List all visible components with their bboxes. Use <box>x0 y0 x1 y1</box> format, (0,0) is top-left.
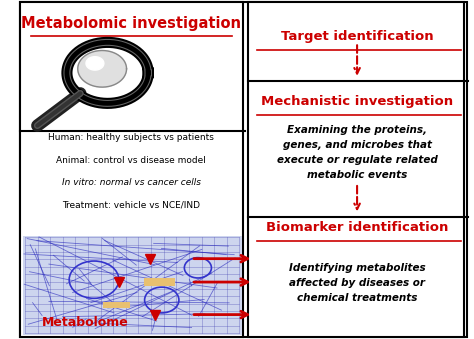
Text: Treatment: vehicle vs NCE/IND: Treatment: vehicle vs NCE/IND <box>62 201 201 210</box>
FancyBboxPatch shape <box>247 2 465 337</box>
Text: Human: healthy subjects vs patients: Human: healthy subjects vs patients <box>48 133 214 142</box>
Text: In vitro: normal vs cancer cells: In vitro: normal vs cancer cells <box>62 178 201 187</box>
Text: Biomarker identification: Biomarker identification <box>266 221 448 234</box>
Polygon shape <box>86 57 104 70</box>
Text: Identifying metabolites
affected by diseases or
chemical treatments: Identifying metabolites affected by dise… <box>289 263 425 303</box>
Text: Animal: control vs disease model: Animal: control vs disease model <box>56 156 206 164</box>
FancyBboxPatch shape <box>19 2 466 337</box>
FancyBboxPatch shape <box>19 2 243 337</box>
Text: Metabolomic investigation: Metabolomic investigation <box>21 16 241 31</box>
Text: Mechanistic investigation: Mechanistic investigation <box>261 95 453 108</box>
Polygon shape <box>78 51 127 87</box>
Text: Examining the proteins,
genes, and microbes that
execute or regulate related
met: Examining the proteins, genes, and micro… <box>277 125 438 180</box>
FancyBboxPatch shape <box>103 302 130 308</box>
FancyBboxPatch shape <box>144 278 175 286</box>
Polygon shape <box>67 42 148 103</box>
FancyBboxPatch shape <box>23 236 242 335</box>
Text: Metabolome: Metabolome <box>42 316 129 329</box>
Text: Target identification: Target identification <box>281 30 433 43</box>
